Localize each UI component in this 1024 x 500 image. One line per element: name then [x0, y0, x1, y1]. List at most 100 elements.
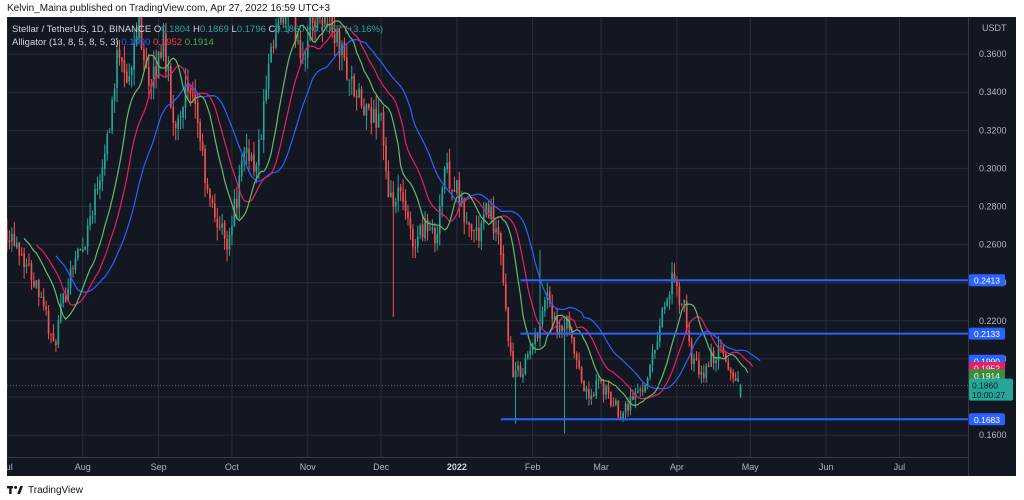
candle-body	[617, 401, 620, 417]
candle-body	[346, 57, 348, 80]
candle-body	[641, 389, 644, 392]
candle	[370, 97, 373, 135]
candle-body	[612, 405, 615, 407]
candle	[74, 250, 77, 274]
candle-body	[448, 161, 451, 189]
candle	[734, 372, 737, 382]
candle-body	[668, 294, 671, 301]
candle	[548, 286, 551, 307]
candle-body	[194, 94, 197, 104]
candle	[368, 103, 370, 111]
candle-body	[35, 280, 38, 288]
candle-body	[720, 345, 722, 347]
candle	[514, 361, 517, 424]
candle-body	[673, 273, 676, 282]
footer: TradingView	[7, 483, 83, 497]
candle	[727, 357, 730, 371]
candle	[143, 42, 145, 71]
candle	[438, 194, 441, 246]
candle-body	[223, 222, 226, 239]
candle	[387, 160, 390, 198]
candle	[436, 226, 439, 251]
candle-body	[504, 283, 507, 309]
ohlc-close-label: C	[268, 24, 276, 35]
teeth-value: 0.1952	[153, 37, 183, 48]
candle	[218, 216, 221, 231]
candle-body	[404, 200, 407, 212]
candle-body	[661, 308, 664, 327]
candle	[414, 239, 417, 259]
candle	[641, 382, 644, 396]
candle	[169, 63, 172, 109]
candle	[147, 56, 150, 99]
candle	[612, 397, 615, 407]
candle	[199, 118, 201, 152]
candle-body	[680, 304, 683, 306]
candle-body	[426, 218, 429, 232]
y-axis-tick-label: 0.3600	[979, 49, 1007, 59]
candle	[45, 300, 47, 316]
candlestick-chart[interactable]: 0.3600 0.3400 0.3200 0.3000 0.2800 0.2600 0.24…	[7, 17, 1016, 476]
candle-body	[121, 57, 123, 62]
ohlc-high-label: H	[192, 24, 200, 35]
candle-body	[619, 417, 622, 419]
candle-body	[522, 374, 524, 378]
candle-body	[167, 66, 170, 71]
candle-body	[475, 227, 478, 231]
candle-body	[451, 190, 453, 192]
candle-body	[402, 192, 404, 202]
candle	[390, 180, 392, 199]
candle	[558, 319, 561, 338]
candle	[585, 385, 588, 400]
candle	[404, 189, 407, 220]
y-axis-tick-label: 0.2200	[979, 316, 1007, 326]
candle	[89, 203, 91, 231]
candle	[15, 236, 18, 250]
footer-brand: TradingView	[28, 484, 84, 496]
candle	[363, 98, 365, 117]
ohlc-open-label: O	[153, 24, 162, 35]
candle	[600, 379, 602, 384]
candle-body	[282, 17, 285, 24]
level-label-text: 0.1683	[974, 415, 1000, 425]
candle-body	[11, 234, 13, 242]
candle	[103, 144, 106, 176]
chart-panel[interactable]: 0.3600 0.3400 0.3200 0.3000 0.2800 0.2600 0.24…	[7, 17, 1016, 476]
candle-body	[732, 372, 735, 378]
ohlc-high-value: 0.1869	[199, 24, 229, 35]
candle-body	[243, 151, 245, 162]
candle-body	[309, 17, 312, 40]
price-change: +0.0057 (+3.16%)	[307, 24, 384, 35]
symbol-legend-row: Stellar / TetherUS, 1D, BINANCE O0.1804 …	[12, 23, 383, 36]
candle	[84, 246, 87, 251]
candle-body	[45, 306, 47, 310]
candle	[209, 188, 211, 207]
currency-label: USDT	[982, 23, 1007, 33]
candle	[666, 297, 668, 308]
candle-body	[18, 242, 21, 256]
candle-body	[424, 219, 426, 239]
candle	[500, 231, 502, 266]
candle-body	[502, 253, 505, 284]
candle-body	[624, 403, 627, 413]
candle-body	[663, 306, 666, 310]
candle-body	[125, 71, 128, 83]
candle-body	[33, 280, 35, 288]
alligator-teeth-line	[35, 25, 754, 400]
candle	[258, 128, 260, 180]
candle-body	[267, 63, 270, 89]
candle-body	[460, 197, 463, 204]
candle	[314, 17, 316, 41]
x-axis-tick-label: Nov	[300, 462, 317, 472]
candle-body	[710, 351, 712, 367]
candle-body	[306, 40, 309, 58]
ohlc-close-value: 0.1860	[275, 24, 305, 35]
candle	[561, 324, 563, 338]
candle-body	[514, 370, 517, 378]
candle-body	[253, 154, 255, 172]
candle	[497, 219, 500, 245]
candle-body	[490, 206, 492, 219]
candle	[67, 278, 69, 301]
candle-body	[566, 316, 568, 329]
candle-body	[458, 179, 461, 205]
